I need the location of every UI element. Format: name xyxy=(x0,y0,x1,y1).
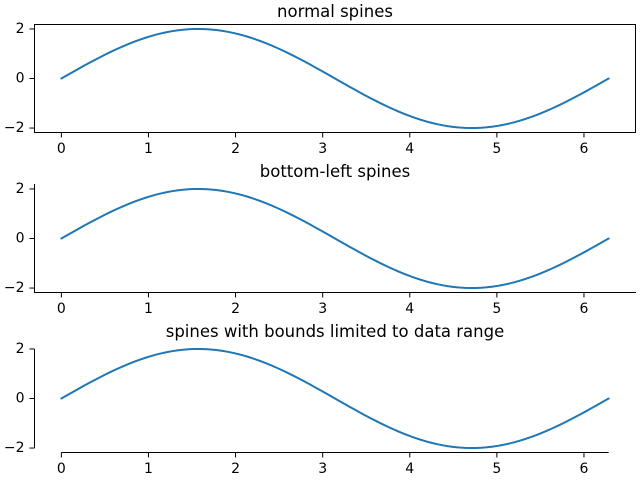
x-tick-label: 2 xyxy=(231,301,240,317)
x-tick-label: 1 xyxy=(144,461,153,477)
subplot-plot-2: 0 1 2 3 4 5 6 −2 0 2 xyxy=(4,341,610,477)
subplot-bottom-left-spines: bottom-left spines 0 1 2 3 4 5 6 −2 0 2 xyxy=(0,160,640,320)
x-tick-label: 3 xyxy=(318,301,327,317)
x-tick-label: 3 xyxy=(318,141,327,157)
x-tick-label: 5 xyxy=(492,141,501,157)
x-tick-label: 6 xyxy=(580,461,589,477)
x-tick-label: 2 xyxy=(231,461,240,477)
x-tick-label: 6 xyxy=(580,141,589,157)
y-tick-label: 2 xyxy=(16,341,25,357)
sine-curve xyxy=(60,347,610,450)
x-tick-label: 3 xyxy=(318,461,327,477)
y-tick-label: 2 xyxy=(16,21,25,37)
subplot-plot-0: 0 1 2 3 4 5 6 −2 0 2 xyxy=(4,21,636,157)
x-tick-label: 1 xyxy=(144,141,153,157)
x-tick-label: 5 xyxy=(492,461,501,477)
sine-curve xyxy=(60,187,610,290)
x-tick-label: 5 xyxy=(492,301,501,317)
subplot-bounded-spines: spines with bounds limited to data range… xyxy=(0,320,640,480)
x-tick-label: 0 xyxy=(57,141,66,157)
y-tick-label: −2 xyxy=(4,280,25,296)
y-tick-label: 0 xyxy=(16,391,25,407)
subplot-plot-1: 0 1 2 3 4 5 6 −2 0 2 xyxy=(4,181,636,317)
subplot-title-bottom-left-spines: bottom-left spines xyxy=(259,162,411,181)
x-tick-label: 1 xyxy=(144,301,153,317)
y-tick-label: −2 xyxy=(4,440,25,456)
subplot-title-bounded-spines: spines with bounds limited to data range xyxy=(165,322,505,341)
x-tick-label: 0 xyxy=(57,461,66,477)
x-tick-label: 0 xyxy=(57,301,66,317)
y-tick-label: 2 xyxy=(16,181,25,197)
y-tick-label: −2 xyxy=(4,120,25,136)
subplot-title-normal-spines: normal spines xyxy=(277,2,393,21)
x-tick-label: 4 xyxy=(405,461,414,477)
y-tick-label: 0 xyxy=(16,231,25,247)
x-tick-label: 2 xyxy=(231,141,240,157)
sine-curve xyxy=(60,27,610,130)
x-tick-label: 4 xyxy=(405,301,414,317)
y-tick-label: 0 xyxy=(16,71,25,87)
x-tick-label: 6 xyxy=(580,301,589,317)
x-tick-label: 4 xyxy=(405,141,414,157)
subplot-normal-spines: normal spines 0 1 2 3 4 5 6 −2 0 2 xyxy=(0,0,640,160)
